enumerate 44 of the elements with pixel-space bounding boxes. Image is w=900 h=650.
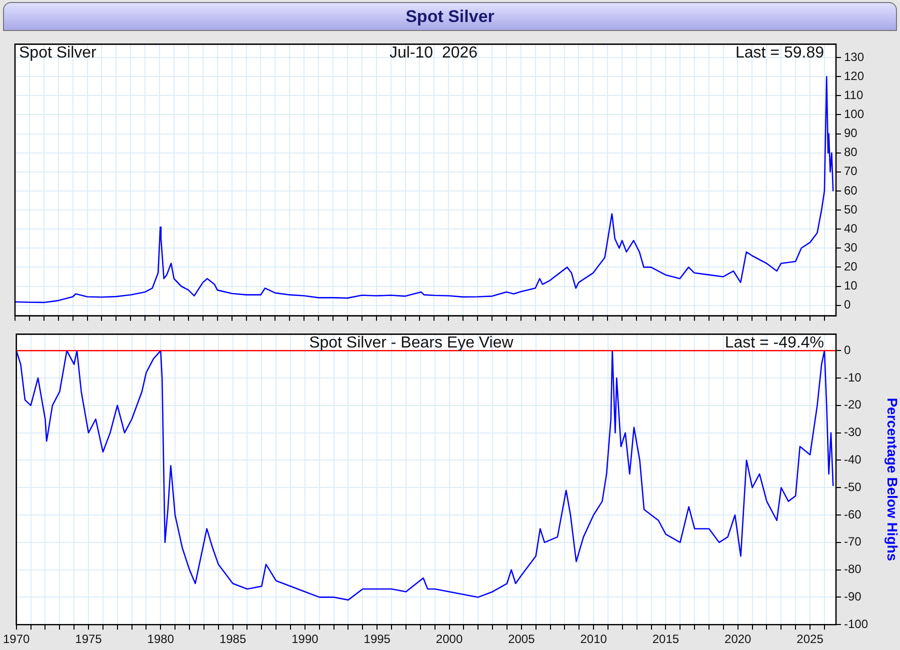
x-tick-label: 2000 <box>436 632 463 646</box>
y-tick-label: 110 <box>844 88 864 102</box>
x-tick-label: 2015 <box>652 632 680 646</box>
x-tick-label: 2025 <box>796 632 824 646</box>
y-tick-label: 80 <box>844 145 858 160</box>
annotation: Last = -49.4% <box>724 334 824 352</box>
x-tick-label: 1985 <box>219 632 246 646</box>
annotation: Spot Silver <box>19 44 98 62</box>
y-tick-label: -10 <box>844 370 862 384</box>
x-tick-label: 1970 <box>2 632 30 646</box>
annotation: Jul-10 2026 <box>389 44 478 62</box>
y-tick-label: 90 <box>844 126 858 140</box>
y-tick-label: -80 <box>844 562 862 576</box>
y-tick-label: -40 <box>844 452 862 467</box>
y-tick-label: 60 <box>844 183 858 198</box>
y-tick-label: -70 <box>844 534 862 549</box>
y-tick-label: 130 <box>844 50 864 64</box>
y-tick-label: -20 <box>844 398 862 412</box>
y-tick-label: -50 <box>844 480 862 494</box>
x-tick-label: 1980 <box>147 632 174 646</box>
y-tick-label: 0 <box>844 342 851 357</box>
x-tick-label: 1990 <box>292 632 319 646</box>
y-tick-label: 100 <box>844 107 864 122</box>
y-tick-label: 30 <box>844 240 858 254</box>
y-tick-label: 70 <box>844 164 858 178</box>
y-tick-label: 120 <box>844 68 864 83</box>
chart-title: Spot Silver - Bears Eye View <box>309 334 514 352</box>
y-tick-label: -30 <box>844 425 862 440</box>
x-tick-label: 2020 <box>724 632 752 646</box>
y-tick-label: 40 <box>844 221 858 236</box>
y-tick-label: 50 <box>844 202 858 216</box>
y-tick-label: 20 <box>844 260 858 274</box>
annotation: Last = 59.89 <box>735 44 824 62</box>
x-tick-label: 1975 <box>75 632 102 646</box>
y-tick-label: -90 <box>844 590 862 604</box>
y-axis-title: Percentage Below Highs <box>884 398 900 562</box>
y-tick-label: 0 <box>844 298 851 312</box>
x-tick-label: 2005 <box>508 632 536 646</box>
x-tick-label: 2010 <box>580 632 608 646</box>
y-tick-label: 10 <box>844 278 858 293</box>
y-tick-label: -100 <box>844 616 868 631</box>
x-tick-label: 1995 <box>364 632 391 646</box>
y-tick-label: -60 <box>844 507 862 522</box>
chart-title: Spot Silver <box>3 2 897 31</box>
